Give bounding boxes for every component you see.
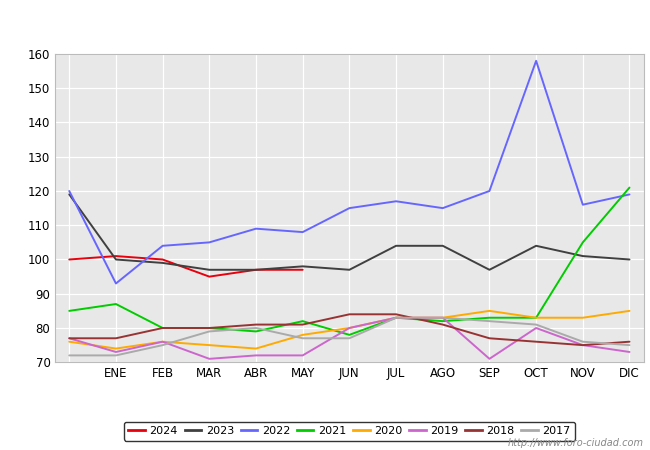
Text: Afiliados en Santorcaz a 31/5/2024: Afiliados en Santorcaz a 31/5/2024 <box>180 14 470 33</box>
Text: http://www.foro-ciudad.com: http://www.foro-ciudad.com <box>508 438 644 448</box>
Legend: 2024, 2023, 2022, 2021, 2020, 2019, 2018, 2017: 2024, 2023, 2022, 2021, 2020, 2019, 2018… <box>124 422 575 441</box>
